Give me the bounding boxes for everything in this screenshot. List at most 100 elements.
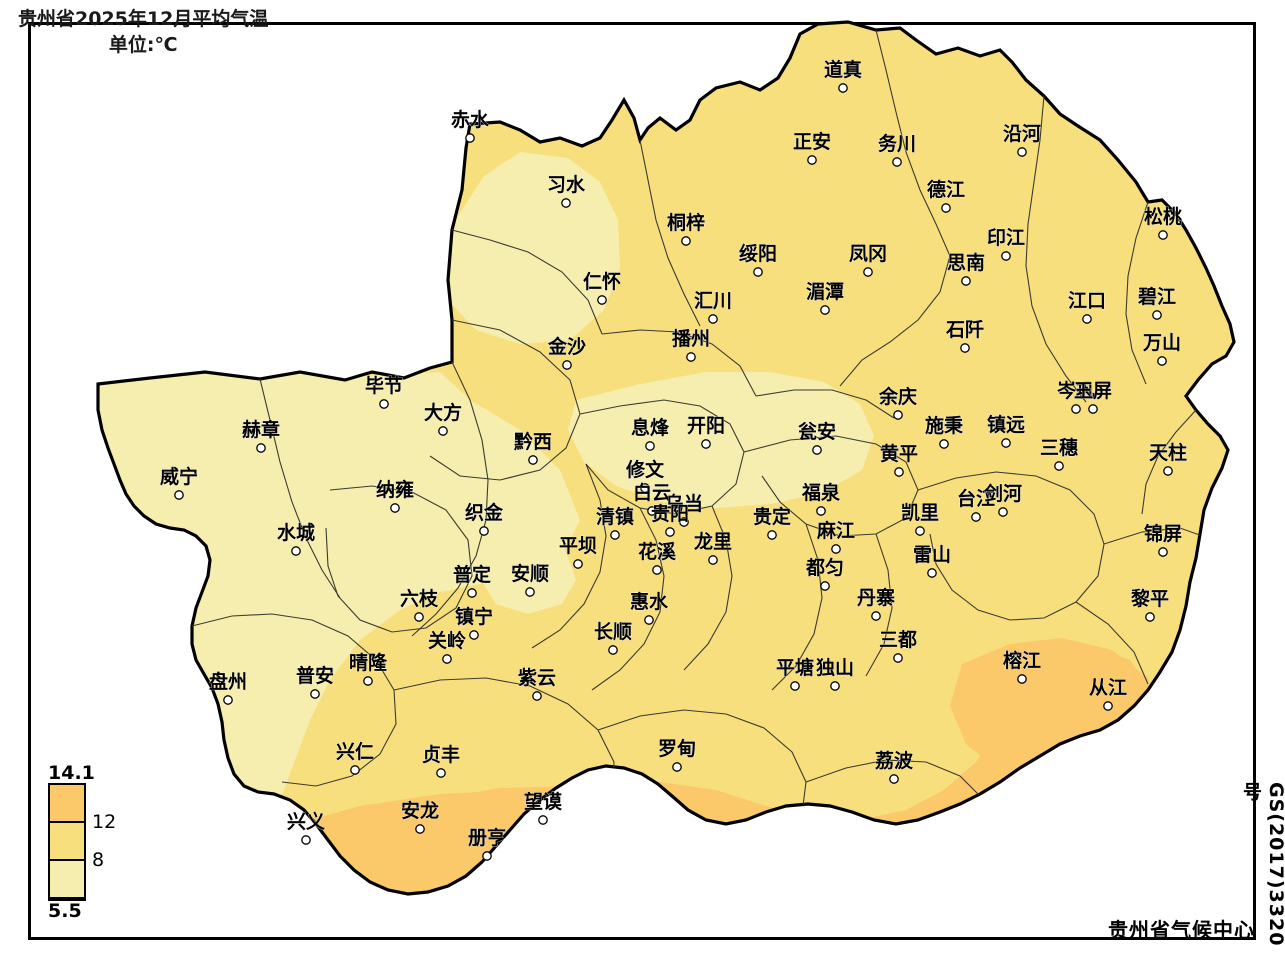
city-dot	[701, 439, 711, 449]
city-dot	[1145, 612, 1155, 622]
city-marker: 雷山	[913, 544, 951, 578]
city-label: 荔波	[875, 749, 914, 772]
city-dot	[686, 352, 696, 362]
city-label: 龙里	[694, 530, 732, 553]
city-label: 大方	[424, 401, 462, 424]
city-label: 平塘	[776, 656, 814, 679]
city-marker: 毕节	[365, 375, 403, 409]
city-dot	[679, 517, 689, 527]
city-label: 湄潭	[806, 281, 844, 303]
legend-band-high	[50, 785, 84, 823]
city-marker: 桐梓	[667, 211, 705, 246]
city-dot	[971, 512, 981, 522]
city-dot	[893, 410, 903, 420]
city-dot	[561, 198, 571, 208]
issuer-credit: 贵州省气候中心	[1108, 918, 1255, 942]
city-label: 独山	[816, 656, 854, 679]
city-marker: 黎平	[1131, 588, 1169, 622]
city-label: 关岭	[428, 629, 466, 652]
city-label: 毕节	[365, 375, 403, 397]
city-marker: 凯里	[901, 502, 939, 536]
city-label: 麻江	[816, 519, 855, 542]
city-marker: 开阳	[687, 415, 725, 449]
city-marker: 安顺	[511, 562, 549, 597]
city-label: 凯里	[901, 502, 939, 524]
city-marker: 松桃	[1144, 205, 1182, 240]
city-label: 习水	[547, 174, 586, 196]
city-dot	[467, 588, 477, 598]
city-dot	[1158, 547, 1168, 557]
city-label: 平坝	[559, 535, 597, 557]
city-marker: 丹寨	[857, 586, 895, 621]
city-marker: 金沙	[547, 335, 586, 370]
city-marker: 龙里	[694, 530, 732, 565]
city-dot	[291, 546, 301, 556]
city-label: 玉屏	[1074, 380, 1112, 402]
city-marker: 关岭	[428, 629, 466, 664]
city-marker: 息烽	[631, 416, 670, 451]
city-dot	[1017, 674, 1027, 684]
city-dot	[708, 314, 718, 324]
city-dot	[1054, 461, 1064, 471]
city-dot	[1082, 314, 1092, 324]
city-marker: 织金	[465, 501, 504, 536]
city-label: 白云	[633, 481, 671, 504]
city-label: 福泉	[801, 481, 841, 504]
city-label: 贵定	[753, 505, 791, 528]
city-label: 德江	[927, 178, 965, 201]
city-label: 镇远	[987, 413, 1025, 436]
city-marker: 岑巩	[1056, 380, 1095, 414]
city-marker: 剑河	[983, 482, 1022, 517]
city-dot	[939, 439, 949, 449]
city-marker: 兴仁	[336, 740, 374, 775]
city-dot	[892, 157, 902, 167]
city-label: 花溪	[638, 540, 677, 563]
city-label: 天柱	[1149, 441, 1187, 464]
county-boundaries	[191, 29, 1209, 847]
city-marker: 水城	[277, 521, 315, 556]
city-label: 水城	[277, 521, 315, 544]
city-dot	[1152, 310, 1162, 320]
city-label: 开阳	[687, 415, 725, 437]
city-marker: 正安	[793, 130, 831, 165]
city-label: 思南	[947, 252, 985, 274]
city-dot	[820, 581, 830, 591]
city-dot	[415, 824, 425, 834]
city-marker: 麻江	[816, 519, 855, 554]
city-label: 乌当	[665, 492, 703, 515]
city-marker: 万山	[1142, 332, 1181, 366]
city-marker: 播州	[672, 328, 710, 362]
city-marker: 台江	[957, 487, 995, 522]
city-label: 施秉	[925, 414, 964, 437]
city-marker: 平坝	[559, 535, 597, 569]
city-dot	[647, 506, 657, 516]
legend-tick-12: 12	[92, 811, 117, 833]
city-marker: 汇川	[694, 290, 732, 324]
city-marker: 思南	[947, 252, 985, 286]
city-dot	[482, 851, 492, 861]
city-marker: 瓮安	[798, 420, 836, 455]
city-marker: 普定	[453, 563, 491, 598]
city-marker: 榕江	[1003, 649, 1041, 684]
city-marker: 镇宁	[455, 605, 493, 640]
city-marker: 罗甸	[658, 737, 696, 772]
city-marker: 贵定	[753, 505, 791, 540]
city-dot	[816, 506, 826, 516]
city-dot	[438, 426, 448, 436]
city-label: 三穗	[1040, 436, 1078, 459]
city-dot	[436, 768, 446, 778]
city-marker: 望谟	[524, 790, 562, 825]
city-dot	[310, 689, 320, 699]
city-label: 晴隆	[349, 651, 388, 674]
province-outline	[96, 20, 1236, 896]
city-marker: 惠水	[630, 591, 669, 625]
city-label: 金沙	[547, 335, 586, 358]
city-label: 瓮安	[798, 420, 836, 443]
city-label: 播州	[672, 328, 710, 350]
city-label: 赫章	[242, 418, 280, 441]
city-label: 松桃	[1144, 205, 1182, 228]
city-dot	[223, 695, 233, 705]
band-5.5-8-central	[568, 372, 874, 508]
city-dot	[894, 467, 904, 477]
city-dot	[838, 83, 848, 93]
